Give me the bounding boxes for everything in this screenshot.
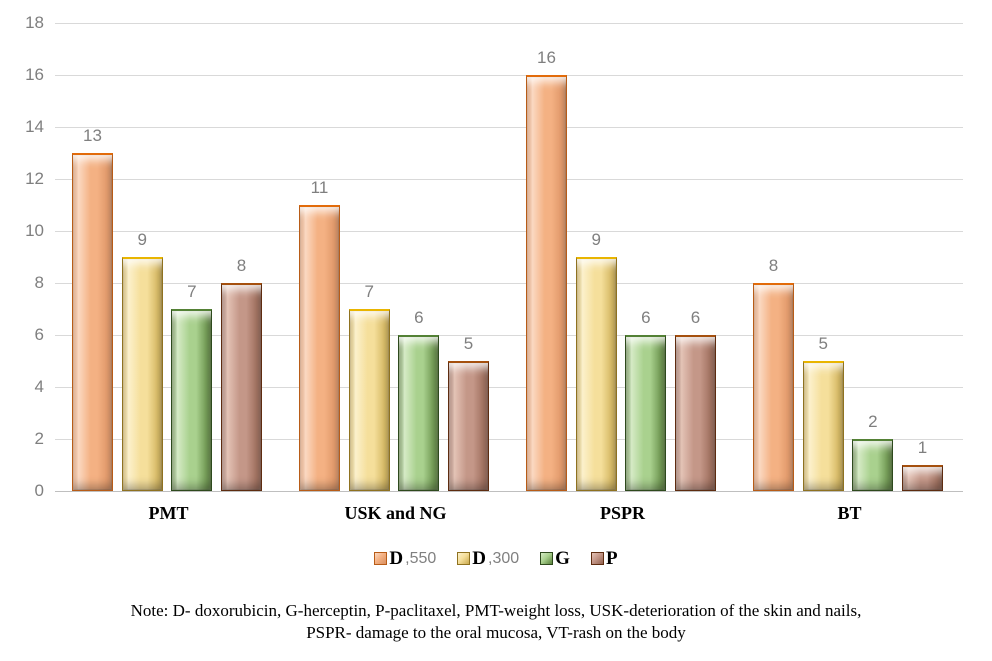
bar-P-BT	[902, 465, 943, 491]
note-line-2: PSPR- damage to the oral mucosa, VT-rash…	[306, 623, 686, 642]
bar-D550-USK-and-NG	[299, 205, 340, 491]
value-label: 1	[917, 438, 928, 457]
gridline-y12	[55, 179, 963, 180]
y-axis-tick-label: 0	[34, 481, 44, 500]
value-label: 11	[310, 178, 329, 197]
value-label: 8	[768, 256, 779, 275]
gridline-y10	[55, 231, 963, 232]
y-axis-tick-label: 12	[25, 169, 44, 188]
bar-D300-PSPR	[575, 257, 617, 491]
gridline-y4	[55, 387, 963, 388]
gridline-y18	[55, 23, 963, 24]
bar-D550-PMT	[72, 153, 113, 491]
legend-swatch-icon	[540, 552, 554, 565]
gridline-y14	[55, 127, 963, 128]
y-axis-tick-label: 14	[25, 117, 44, 136]
legend-item-D300: D ,300	[457, 549, 519, 568]
gridline-y8	[55, 283, 963, 284]
y-axis-tick-label: 18	[25, 13, 44, 32]
value-label: 2	[868, 412, 878, 431]
value-label: 9	[137, 230, 147, 249]
value-label: 7	[364, 282, 374, 301]
legend-label-sub: ,550	[405, 550, 437, 567]
gridline-y6	[55, 335, 963, 336]
value-label: 5	[463, 334, 474, 353]
chart-note: Note: D- doxorubicin, G-herceptin, P-pac…	[0, 600, 992, 644]
value-label: 6	[641, 308, 651, 327]
bar-D300-BT	[802, 361, 844, 491]
chart-legend: D ,550 D ,300 G P	[0, 549, 992, 568]
bar-G-USK-and-NG	[398, 335, 440, 491]
y-axis-tick-label: 16	[25, 65, 44, 84]
legend-item-P: P	[590, 548, 618, 569]
x-axis-category-label: PMT	[148, 503, 189, 523]
bar-P-USK-and-NG	[448, 361, 489, 491]
bar-D300-USK-and-NG	[348, 309, 390, 491]
value-label: 6	[690, 308, 701, 327]
y-axis-tick-label: 8	[34, 273, 44, 292]
legend-swatch-icon	[590, 552, 604, 565]
legend-label: P	[605, 548, 618, 569]
bar-P-PMT	[221, 283, 262, 491]
legend-swatch-icon	[374, 552, 388, 565]
x-axis-category-label: USK and NG	[344, 503, 447, 523]
bar-D550-BT	[753, 283, 794, 491]
legend-label: D	[472, 548, 487, 569]
bar-G-BT	[852, 439, 894, 491]
gridline-y16	[55, 75, 963, 76]
gridline-y0	[55, 491, 963, 492]
bar-G-PSPR	[625, 335, 667, 491]
x-axis-category-label: BT	[837, 503, 862, 523]
legend-label: D	[389, 548, 404, 569]
value-label: 16	[537, 48, 556, 67]
note-line-1: Note: D- doxorubicin, G-herceptin, P-pac…	[130, 601, 862, 620]
bar-D300-PMT	[121, 257, 163, 491]
value-label: 7	[187, 282, 197, 301]
bar-G-PMT	[171, 309, 213, 491]
x-axis-category-label: PSPR	[600, 503, 645, 523]
bar-D550-PSPR	[526, 75, 567, 491]
y-axis-tick-label: 2	[34, 429, 44, 448]
value-label: 13	[83, 126, 102, 145]
value-label: 5	[818, 334, 828, 353]
plot-area: 0 2 4 6 8 10 12 14 16 18 13 9 7 8 PMT 11 7 6 5 USK and NG 16…	[25, 13, 963, 523]
legend-item-D550: D ,550	[374, 549, 436, 568]
y-axis-tick-label: 4	[34, 377, 44, 396]
gridline-y2	[55, 439, 963, 440]
y-axis-tick-label: 10	[25, 221, 44, 240]
legend-label-sub: ,300	[488, 550, 520, 567]
y-axis-tick-label: 6	[34, 325, 44, 344]
value-label: 6	[414, 308, 424, 327]
value-label: 8	[236, 256, 247, 275]
legend-item-G: G	[540, 549, 570, 568]
legend-label: G	[555, 548, 570, 569]
value-label: 9	[591, 230, 601, 249]
legend-swatch-icon	[457, 552, 471, 565]
bar-P-PSPR	[675, 335, 716, 491]
